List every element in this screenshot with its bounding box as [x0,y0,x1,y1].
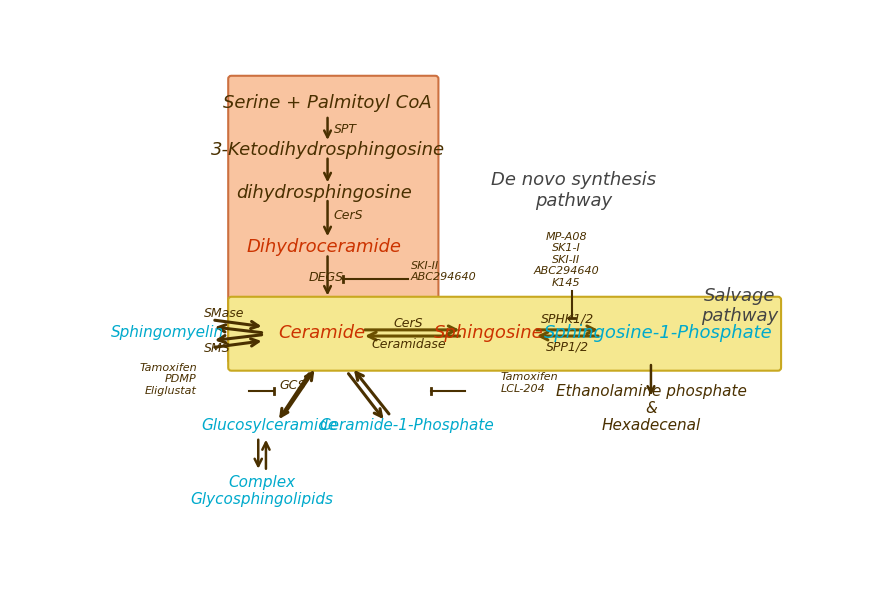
Text: SMase: SMase [204,307,245,320]
FancyBboxPatch shape [228,76,438,363]
Text: Sphingosine-1-Phosphate: Sphingosine-1-Phosphate [544,324,772,342]
Text: SPP1/2: SPP1/2 [545,340,588,353]
Text: DEGS: DEGS [309,271,344,284]
Text: 3-Ketodihydrosphingosine: 3-Ketodihydrosphingosine [210,141,444,159]
Text: Tamoxifen
LCL-204: Tamoxifen LCL-204 [500,372,558,394]
Text: Ethanolamine phosphate
&
Hexadecenal: Ethanolamine phosphate & Hexadecenal [555,384,745,433]
Text: Serine + Palmitoyl CoA: Serine + Palmitoyl CoA [223,94,431,113]
Text: SPHK1/2: SPHK1/2 [540,313,594,326]
Text: GCS: GCS [280,379,306,392]
Text: Sphingosine: Sphingosine [434,324,544,342]
FancyBboxPatch shape [228,296,781,371]
Text: MP-A08
SK1-I
SKI-II
ABC294640
K145: MP-A08 SK1-I SKI-II ABC294640 K145 [532,232,598,288]
Text: dihydrosphingosine: dihydrosphingosine [236,184,411,202]
Text: Sphingomyelin: Sphingomyelin [111,326,224,340]
Text: Dihydroceramide: Dihydroceramide [246,238,401,256]
Text: Tamoxifen
PDMP
Eliglustat: Tamoxifen PDMP Eliglustat [139,362,196,396]
Text: Ceramidase: Ceramidase [371,338,446,351]
Text: SKI-II
ABC294640: SKI-II ABC294640 [410,260,476,282]
Text: Ceramide: Ceramide [277,324,365,342]
Text: Complex
Glycosphingolipids: Complex Glycosphingolipids [190,474,333,507]
Text: Ceramide-1-Phosphate: Ceramide-1-Phosphate [319,418,494,433]
Text: CerS: CerS [393,317,423,330]
Text: De novo synthesis
pathway: De novo synthesis pathway [491,171,656,210]
Text: SMS: SMS [204,342,231,355]
Text: Salvage
pathway: Salvage pathway [700,286,777,326]
Text: CerS: CerS [333,209,363,222]
Text: SPT: SPT [333,123,356,136]
Text: Glucosylceramide: Glucosylceramide [202,418,338,433]
